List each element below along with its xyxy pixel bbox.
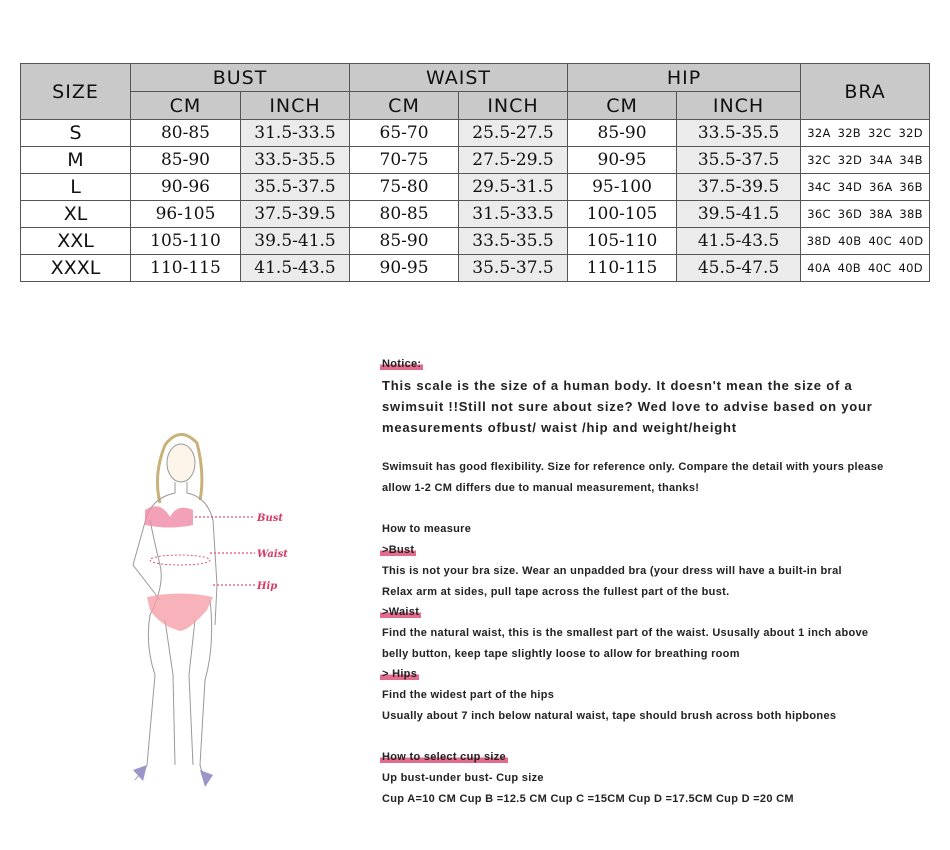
cell-bust-cm: 90-96: [130, 173, 241, 201]
bust-line: This is not your bra size. Wear an unpad…: [382, 565, 842, 577]
cell-bra: 38D 40B 40C 40D: [800, 227, 931, 255]
bra-shape: [145, 506, 193, 528]
header-bust-inch: INCH: [239, 91, 351, 120]
header-bust-cm: CM: [130, 91, 241, 120]
waist-title: >Waist: [380, 606, 422, 618]
cell-hip-in: 33.5-35.5: [676, 119, 802, 147]
header-bra: BRA: [800, 63, 931, 120]
cell-bust-cm: 85-90: [130, 146, 241, 174]
bust-title: >Bust: [380, 544, 417, 556]
header-size: SIZE: [20, 63, 131, 120]
hips-line: Find the widest part of the hips: [382, 689, 555, 701]
body-measurement-illustration: Bust Waist Hip: [132, 433, 288, 787]
flex-line: Swimsuit has good flexibility. Size for …: [382, 461, 884, 473]
cup-line: Up bust-under bust- Cup size: [382, 772, 544, 784]
table-row: XXL 105-110 39.5-41.5 85-90 33.5-35.5 105-110…: [20, 227, 931, 255]
waist-line: [149, 554, 211, 566]
cell-waist-in: 25.5-27.5: [458, 119, 569, 147]
cell-bust-cm: 105-110: [130, 227, 241, 255]
cell-waist-in: 33.5-35.5: [458, 227, 569, 255]
flex-line: allow 1-2 CM differs due to manual measu…: [382, 482, 700, 494]
cell-size: XXXL: [20, 254, 131, 282]
header-waist-cm: CM: [349, 91, 460, 120]
header-hip-cm: CM: [567, 91, 678, 120]
cell-bust-in: 39.5-41.5: [239, 227, 351, 255]
hips-line: Usually about 7 inch below natural waist…: [382, 710, 837, 722]
cup-line: Cup A=10 CM Cup B =12.5 CM Cup C =15CM C…: [382, 793, 794, 805]
hair: [155, 433, 204, 504]
cell-waist-in: 31.5-33.5: [458, 200, 569, 228]
waist-line-text: belly button, keep tape slightly loose t…: [382, 648, 740, 660]
cell-hip-in: 37.5-39.5: [676, 173, 802, 201]
cell-waist-cm: 85-90: [349, 227, 460, 255]
cell-waist-in: 27.5-29.5: [458, 146, 569, 174]
header-waist-inch: INCH: [458, 91, 569, 120]
cell-bust-cm: 80-85: [130, 119, 241, 147]
cell-bust-cm: 96-105: [130, 200, 241, 228]
header-hip-inch: INCH: [676, 91, 802, 120]
bottom-shape: [147, 593, 213, 631]
waist-label: Waist: [257, 549, 288, 560]
cell-bra: 34C 34D 36A 36B: [800, 173, 931, 201]
cell-hip-cm: 110-115: [567, 254, 678, 282]
header-bust: BUST: [129, 63, 351, 92]
how-to-measure: How to measure: [382, 523, 472, 535]
cell-bra: 32A 32B 32C 32D: [800, 119, 931, 147]
cell-bust-in: 35.5-37.5: [239, 173, 351, 201]
notice-title: Notice:: [380, 358, 424, 370]
bust-label: Bust: [256, 513, 283, 524]
cell-bra: 32C 32D 34A 34B: [800, 146, 931, 174]
cell-hip-cm: 90-95: [567, 146, 678, 174]
cell-hip-in: 35.5-37.5: [676, 146, 802, 174]
notice-line: measurements ofbust/ waist /hip and weig…: [382, 420, 737, 435]
hips-title: > Hips: [380, 668, 420, 680]
cell-bust-in: 41.5-43.5: [239, 254, 351, 282]
cell-bra: 40A 40B 40C 40D: [800, 254, 931, 282]
cell-hip-cm: 85-90: [567, 119, 678, 147]
cell-size: XL: [20, 200, 131, 228]
cell-hip-cm: 95-100: [567, 173, 678, 201]
head: [166, 443, 196, 483]
cell-size: L: [20, 173, 131, 201]
cell-waist-cm: 75-80: [349, 173, 460, 201]
notice-line: This scale is the size of a human body. …: [382, 378, 853, 393]
shoes: [133, 765, 213, 787]
cell-hip-in: 45.5-47.5: [676, 254, 802, 282]
table-row: S 80-85 31.5-33.5 65-70 25.5-27.5 85-90 33.5-3…: [20, 119, 931, 147]
cell-size: M: [20, 146, 131, 174]
cup-title: How to select cup size: [380, 751, 508, 763]
waist-line-text: Find the natural waist, this is the smal…: [382, 627, 869, 639]
cell-waist-cm: 80-85: [349, 200, 460, 228]
cell-hip-cm: 105-110: [567, 227, 678, 255]
table-row: XXXL 110-115 41.5-43.5 90-95 35.5-37.5 110-11…: [20, 254, 931, 282]
table-row: XL 96-105 37.5-39.5 80-85 31.5-33.5 100-105 39…: [20, 200, 931, 228]
header-waist: WAIST: [349, 63, 569, 92]
size-table: SIZE BUST WAIST HIP BRA CM INCH CM INCH …: [20, 63, 931, 282]
cell-waist-in: 29.5-31.5: [458, 173, 569, 201]
cell-waist-cm: 70-75: [349, 146, 460, 174]
table-row: L 90-96 35.5-37.5 75-80 29.5-31.5 95-100 37.5-…: [20, 173, 931, 201]
cell-size: XXL: [20, 227, 131, 255]
cell-hip-cm: 100-105: [567, 200, 678, 228]
hip-label: Hip: [256, 581, 277, 592]
header-hip: HIP: [567, 63, 802, 92]
cell-waist-cm: 90-95: [349, 254, 460, 282]
table-row: M 85-90 33.5-35.5 70-75 27.5-29.5 90-95 35.5-3…: [20, 146, 931, 174]
cell-size: S: [20, 119, 131, 147]
cell-bra: 36C 36D 38A 38B: [800, 200, 931, 228]
notice-line: swimsuit !!Still not sure about size? We…: [382, 399, 873, 414]
cell-bust-in: 33.5-35.5: [239, 146, 351, 174]
cell-bust-cm: 110-115: [130, 254, 241, 282]
cell-hip-in: 39.5-41.5: [676, 200, 802, 228]
cell-hip-in: 41.5-43.5: [676, 227, 802, 255]
cell-waist-in: 35.5-37.5: [458, 254, 569, 282]
cell-bust-in: 37.5-39.5: [239, 200, 351, 228]
cell-bust-in: 31.5-33.5: [239, 119, 351, 147]
cell-waist-cm: 65-70: [349, 119, 460, 147]
bust-line: Relax arm at sides, pull tape across the…: [382, 586, 730, 598]
